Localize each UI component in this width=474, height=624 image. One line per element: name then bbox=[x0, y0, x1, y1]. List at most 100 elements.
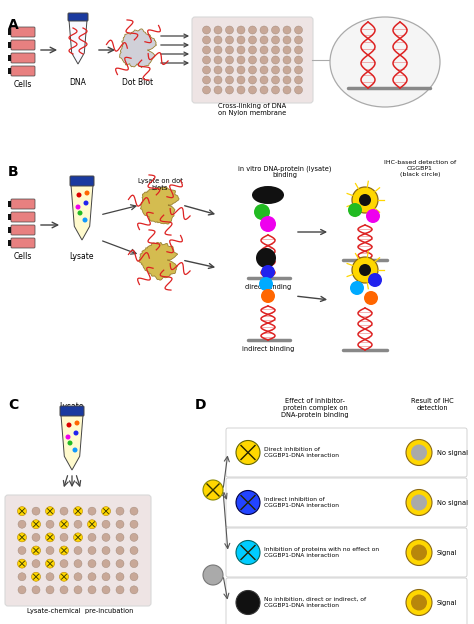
Text: No signal: No signal bbox=[437, 449, 468, 456]
Bar bbox=[8, 29, 11, 35]
Circle shape bbox=[294, 36, 302, 44]
Circle shape bbox=[60, 507, 68, 515]
Circle shape bbox=[202, 76, 210, 84]
Circle shape bbox=[74, 547, 82, 555]
Circle shape bbox=[65, 434, 71, 439]
Ellipse shape bbox=[330, 17, 440, 107]
Text: IHC-based detection of
CGGBP1
(black circle): IHC-based detection of CGGBP1 (black cir… bbox=[384, 160, 456, 177]
Circle shape bbox=[46, 507, 55, 515]
Circle shape bbox=[18, 573, 26, 581]
Circle shape bbox=[237, 36, 245, 44]
Text: Indirect inhibition of
CGGBP1-DNA interaction: Indirect inhibition of CGGBP1-DNA intera… bbox=[264, 497, 339, 508]
FancyBboxPatch shape bbox=[226, 478, 467, 527]
Circle shape bbox=[237, 56, 245, 64]
Circle shape bbox=[226, 36, 234, 44]
Circle shape bbox=[283, 76, 291, 84]
FancyBboxPatch shape bbox=[11, 53, 35, 63]
Text: Lysate-chemical  pre-incubation: Lysate-chemical pre-incubation bbox=[27, 608, 133, 614]
Circle shape bbox=[352, 187, 378, 213]
Circle shape bbox=[130, 507, 138, 515]
Circle shape bbox=[83, 200, 89, 205]
Circle shape bbox=[248, 66, 256, 74]
Circle shape bbox=[406, 540, 432, 565]
Circle shape bbox=[32, 507, 40, 515]
Circle shape bbox=[32, 560, 40, 568]
Circle shape bbox=[411, 545, 427, 560]
FancyBboxPatch shape bbox=[11, 225, 35, 235]
Circle shape bbox=[256, 248, 276, 268]
Text: Cells: Cells bbox=[14, 80, 32, 89]
Text: Result of IHC
detection: Result of IHC detection bbox=[410, 398, 453, 411]
Circle shape bbox=[236, 441, 260, 464]
Ellipse shape bbox=[252, 186, 284, 204]
Polygon shape bbox=[140, 187, 179, 224]
Circle shape bbox=[237, 86, 245, 94]
Bar bbox=[8, 42, 11, 48]
Circle shape bbox=[88, 520, 97, 529]
Text: Cross-linking of DNA
on Nylon membrane: Cross-linking of DNA on Nylon membrane bbox=[218, 103, 286, 116]
Circle shape bbox=[84, 190, 90, 195]
Circle shape bbox=[116, 520, 124, 529]
Circle shape bbox=[350, 281, 364, 295]
FancyBboxPatch shape bbox=[11, 27, 35, 37]
Circle shape bbox=[60, 534, 68, 542]
Circle shape bbox=[74, 560, 82, 568]
Circle shape bbox=[237, 46, 245, 54]
Circle shape bbox=[272, 56, 280, 64]
Circle shape bbox=[272, 36, 280, 44]
Circle shape bbox=[261, 265, 275, 279]
Circle shape bbox=[32, 534, 40, 542]
FancyBboxPatch shape bbox=[226, 578, 467, 624]
Polygon shape bbox=[69, 20, 87, 64]
Text: No signal: No signal bbox=[437, 499, 468, 505]
Circle shape bbox=[46, 573, 54, 581]
Circle shape bbox=[73, 533, 82, 542]
Circle shape bbox=[102, 547, 110, 555]
Circle shape bbox=[32, 586, 40, 594]
Circle shape bbox=[214, 66, 222, 74]
Circle shape bbox=[60, 560, 68, 568]
Circle shape bbox=[260, 216, 276, 232]
Circle shape bbox=[74, 586, 82, 594]
Circle shape bbox=[203, 565, 223, 585]
Circle shape bbox=[411, 444, 427, 461]
Circle shape bbox=[348, 203, 362, 217]
Circle shape bbox=[406, 590, 432, 615]
Text: direct binding: direct binding bbox=[245, 284, 291, 290]
FancyBboxPatch shape bbox=[11, 40, 35, 50]
Circle shape bbox=[352, 257, 378, 283]
Text: Cells: Cells bbox=[14, 252, 32, 261]
Circle shape bbox=[130, 586, 138, 594]
Circle shape bbox=[46, 547, 54, 555]
Circle shape bbox=[283, 46, 291, 54]
Circle shape bbox=[46, 559, 55, 568]
Text: Lysate on dot
blots: Lysate on dot blots bbox=[137, 178, 182, 191]
Circle shape bbox=[46, 533, 55, 542]
Circle shape bbox=[294, 26, 302, 34]
Circle shape bbox=[102, 520, 110, 529]
Circle shape bbox=[260, 26, 268, 34]
Circle shape bbox=[202, 66, 210, 74]
FancyBboxPatch shape bbox=[11, 199, 35, 209]
Circle shape bbox=[46, 520, 54, 529]
Circle shape bbox=[31, 546, 40, 555]
Circle shape bbox=[88, 547, 96, 555]
Circle shape bbox=[248, 76, 256, 84]
Text: B: B bbox=[8, 165, 18, 179]
Circle shape bbox=[283, 86, 291, 94]
Circle shape bbox=[254, 204, 270, 220]
Circle shape bbox=[116, 547, 124, 555]
Circle shape bbox=[116, 534, 124, 542]
Circle shape bbox=[294, 66, 302, 74]
Bar bbox=[8, 55, 11, 61]
Circle shape bbox=[18, 559, 27, 568]
Circle shape bbox=[237, 66, 245, 74]
Circle shape bbox=[202, 26, 210, 34]
Circle shape bbox=[73, 507, 82, 515]
Circle shape bbox=[248, 56, 256, 64]
Text: Direct inhibition of
CGGBP1-DNA interaction: Direct inhibition of CGGBP1-DNA interact… bbox=[264, 447, 339, 458]
Text: Dot Blot: Dot Blot bbox=[122, 78, 154, 87]
Text: D: D bbox=[195, 398, 207, 412]
Circle shape bbox=[294, 76, 302, 84]
Circle shape bbox=[259, 277, 273, 291]
